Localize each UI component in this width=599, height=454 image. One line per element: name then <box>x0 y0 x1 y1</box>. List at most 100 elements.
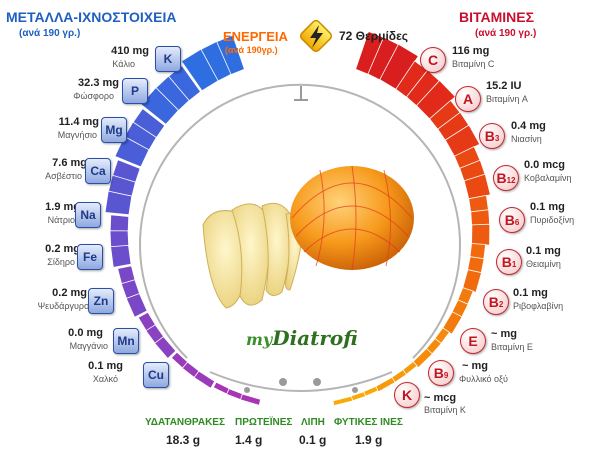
lightning-bolt-icon <box>299 19 333 53</box>
nutrient-dot <box>313 378 321 386</box>
bar-segment <box>239 393 262 406</box>
mineral-value: 0.2 mg <box>45 243 80 255</box>
vitamin-value: 0.1 mg <box>530 201 565 213</box>
nutrient-dot <box>352 387 358 393</box>
vitamin-name: Βιταμίνη E <box>491 342 533 352</box>
vitamin-letter: B <box>501 254 512 270</box>
mineral-symbol-badge: Na <box>75 202 101 228</box>
vitamin-letter: B <box>488 294 499 310</box>
mineral-symbol-badge: Mg <box>101 117 127 143</box>
bar-segment <box>412 347 433 369</box>
bar-segment <box>379 43 419 90</box>
mineral-value: 1.9 mg <box>45 201 80 213</box>
bar-segment <box>462 269 483 293</box>
vitamin-symbol-circle: C <box>420 47 446 73</box>
vitamin-value: 0.1 mg <box>513 287 548 299</box>
mineral-name: Μαγνήσιο <box>57 130 97 140</box>
bar-segment <box>442 311 463 335</box>
vitamin-value: ~ mg <box>462 360 488 372</box>
minerals-subtitle: (ανά 190 γρ.) <box>19 28 81 39</box>
nutrient-value: 18.3 g <box>166 433 201 447</box>
vitamin-value: 0.4 mg <box>511 120 546 132</box>
mineral-value: 32.3 mg <box>78 77 119 89</box>
energy-subtitle: (ανά 190γρ.) <box>225 45 278 55</box>
nutrient-value: 1.9 g <box>355 433 383 447</box>
nutrient-dot <box>279 378 287 386</box>
vitamin-letter: E <box>468 333 478 349</box>
vitamin-symbol-circle: K <box>394 382 420 408</box>
mineral-symbol-badge: Mn <box>113 328 139 354</box>
vitamin-symbol-circle: B 12 <box>493 165 519 191</box>
mineral-symbol-badge: P <box>122 78 148 104</box>
mineral-name: Ψευδάργυρο <box>37 301 89 311</box>
bar-segment <box>463 173 491 200</box>
bar-segment <box>180 48 219 92</box>
mineral-symbol-badge: K <box>155 46 181 72</box>
nutrient-label: ΛΙΠΗ <box>301 417 325 428</box>
minerals-title: ΜΕΤΑΛΛΑ-ΙΧΝΟΣΤΟΙΧΕΙΑ <box>6 9 177 25</box>
vitamin-name: Θειαμίνη <box>526 259 561 269</box>
nutrient-value: 1.4 g <box>235 433 263 447</box>
energy-value: 72 Θερμίδες <box>339 29 409 43</box>
bar-segment <box>104 190 133 216</box>
vitamin-value: 0.1 mg <box>526 245 561 257</box>
vitamin-name: Βιταμίνη C <box>452 59 495 69</box>
vitamin-name: Ριβοφλαβίνη <box>513 301 564 311</box>
mineral-name: Χαλκό <box>92 374 118 384</box>
mineral-name: Μαγγάνιο <box>69 341 108 351</box>
pomelo-flesh-image <box>202 202 305 309</box>
vitamin-letter: B <box>484 128 495 144</box>
vitamin-letter: A <box>462 91 474 107</box>
mineral-symbol-badge: Cu <box>143 362 169 388</box>
inner-arc <box>139 83 461 359</box>
nutrient-label: ΠΡΩΤΕΪΝΕΣ <box>235 417 293 428</box>
bar-segment <box>193 370 216 389</box>
mineral-value: 0.2 mg <box>52 287 87 299</box>
vitamins-title: ΒΙΤΑΜΙΝΕΣ <box>459 9 535 25</box>
vitamin-name: Βιταμίνη A <box>486 94 528 104</box>
vitamin-letter: B <box>433 365 444 381</box>
mineral-value: 11.4 mg <box>58 116 99 128</box>
nutrient-label: ΥΔΑΤΑΝΘΡΑΚΕΣ <box>145 417 225 428</box>
vitamin-value: 15.2 IU <box>486 80 522 92</box>
vitamin-value: 0.0 mcg <box>524 159 565 171</box>
bar-segments <box>104 30 491 407</box>
bar-segment <box>125 292 148 318</box>
vitamin-value: ~ mcg <box>424 392 457 404</box>
mineral-value: 410 mg <box>111 45 149 57</box>
vitamin-letter: C <box>427 52 439 68</box>
mineral-name: Ασβέστιο <box>45 171 82 181</box>
bar-segment <box>374 376 396 393</box>
vitamin-subscript: 3 <box>494 133 500 143</box>
vitamin-symbol-circle: E <box>460 328 486 354</box>
vitamin-letter: B <box>504 212 515 228</box>
vitamin-subscript: 1 <box>511 259 517 269</box>
vitamin-letter: K <box>401 387 413 403</box>
vitamin-name: Νιασίνη <box>511 134 542 144</box>
vitamin-subscript: 12 <box>506 175 516 185</box>
energy-title: ΕΝΕΡΓΕΙΑ <box>223 29 288 44</box>
vitamin-value: ~ mg <box>491 328 517 340</box>
bar-segment <box>444 124 481 158</box>
vitamin-name: Βιταμίνη K <box>424 405 466 415</box>
vitamin-subscript: 9 <box>443 370 449 380</box>
bar-segment <box>154 336 177 360</box>
mineral-value: 0.1 mg <box>88 360 123 372</box>
vitamin-value: 116 mg <box>452 45 490 57</box>
mineral-symbol-badge: Fe <box>77 244 103 270</box>
mineral-symbol-badge: Zn <box>88 288 114 314</box>
logo-prefix: my <box>246 330 273 349</box>
mineral-name: Φώσφορο <box>73 91 114 101</box>
mineral-name: Κάλιο <box>112 59 135 69</box>
bar-segment <box>471 223 491 246</box>
mineral-name: Νάτριο <box>47 215 75 225</box>
bar-segment <box>110 244 132 268</box>
logo-main: Diatrofi <box>272 326 358 350</box>
bar-segment <box>332 395 354 407</box>
pomelo-fruit-image <box>290 165 414 271</box>
